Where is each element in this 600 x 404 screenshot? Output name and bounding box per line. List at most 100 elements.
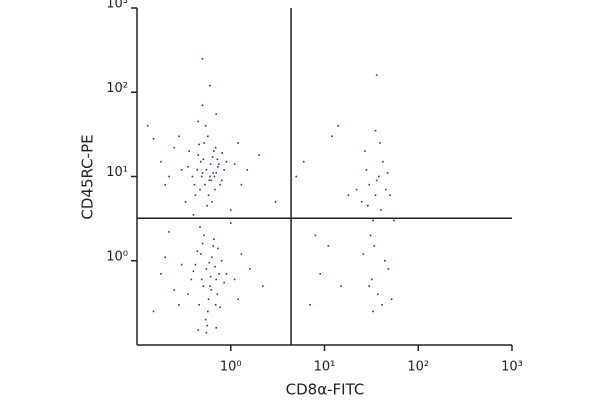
point <box>225 273 228 275</box>
point <box>211 156 214 158</box>
point <box>164 183 167 186</box>
point <box>380 209 382 211</box>
point <box>373 245 376 247</box>
point <box>209 163 212 165</box>
point <box>200 160 202 163</box>
point <box>212 172 215 174</box>
point <box>364 150 366 152</box>
point <box>215 172 218 174</box>
point <box>382 160 384 163</box>
point <box>211 256 213 259</box>
y-tick-label: 10³ <box>106 0 128 12</box>
point <box>187 293 189 296</box>
point <box>221 152 223 154</box>
point <box>164 256 167 259</box>
point <box>389 194 391 196</box>
point <box>340 285 342 287</box>
point <box>215 113 218 115</box>
point <box>214 146 217 149</box>
x-axis-label: CD8α-FITC <box>286 381 365 399</box>
x-tick-label: 10³ <box>501 360 523 375</box>
point <box>302 160 305 163</box>
y-axis-label: CD45RC-PE <box>79 134 97 219</box>
y-tick-label: 10² <box>106 81 128 96</box>
point <box>374 129 377 132</box>
point <box>361 201 363 203</box>
point <box>212 245 215 247</box>
point <box>319 273 322 275</box>
point <box>384 188 387 191</box>
point <box>214 265 216 268</box>
point <box>246 169 249 171</box>
point <box>355 188 358 191</box>
point <box>210 289 213 291</box>
x-tick-label: 10² <box>407 360 429 375</box>
point <box>213 238 215 241</box>
point <box>199 226 201 229</box>
point <box>201 104 204 107</box>
point <box>233 278 236 281</box>
point <box>192 214 195 216</box>
point <box>376 293 379 296</box>
point <box>203 142 205 144</box>
point <box>188 150 190 152</box>
point <box>337 124 339 127</box>
point <box>217 166 219 168</box>
point <box>207 194 210 196</box>
x-tick-label: 10¹ <box>314 360 336 375</box>
point <box>295 175 298 178</box>
point <box>180 263 183 266</box>
point <box>207 135 209 138</box>
point <box>213 150 215 152</box>
point <box>202 158 205 161</box>
point <box>240 183 243 186</box>
point <box>200 175 203 178</box>
y-tick-label: 10⁰ <box>106 249 128 264</box>
point <box>201 57 204 60</box>
point <box>258 154 260 156</box>
point <box>198 143 200 146</box>
point <box>201 242 204 245</box>
point <box>197 154 200 156</box>
point <box>215 327 218 329</box>
point <box>209 175 211 178</box>
point <box>204 318 207 321</box>
point <box>223 281 225 284</box>
point <box>168 231 170 233</box>
point <box>218 273 220 275</box>
point <box>194 263 197 266</box>
point <box>371 278 373 281</box>
point <box>196 169 199 171</box>
point <box>206 204 208 207</box>
point <box>160 160 162 163</box>
point <box>249 268 251 270</box>
point <box>309 304 311 306</box>
point <box>387 268 390 270</box>
point <box>215 278 218 281</box>
point <box>375 74 378 76</box>
point <box>347 194 350 196</box>
point <box>204 124 207 127</box>
point <box>219 183 221 186</box>
point <box>146 124 149 127</box>
point <box>218 163 220 165</box>
point <box>208 261 211 264</box>
point <box>204 183 206 186</box>
point <box>207 298 210 300</box>
point <box>199 188 201 191</box>
point <box>173 289 176 291</box>
point <box>178 304 180 306</box>
point <box>368 183 371 186</box>
point <box>200 278 203 281</box>
point <box>369 234 372 237</box>
point <box>209 275 212 278</box>
point <box>213 175 216 178</box>
point <box>331 135 333 138</box>
point <box>219 306 221 309</box>
point <box>378 175 380 178</box>
point <box>173 146 176 149</box>
point <box>192 270 195 273</box>
point <box>196 250 199 252</box>
point <box>214 188 216 191</box>
